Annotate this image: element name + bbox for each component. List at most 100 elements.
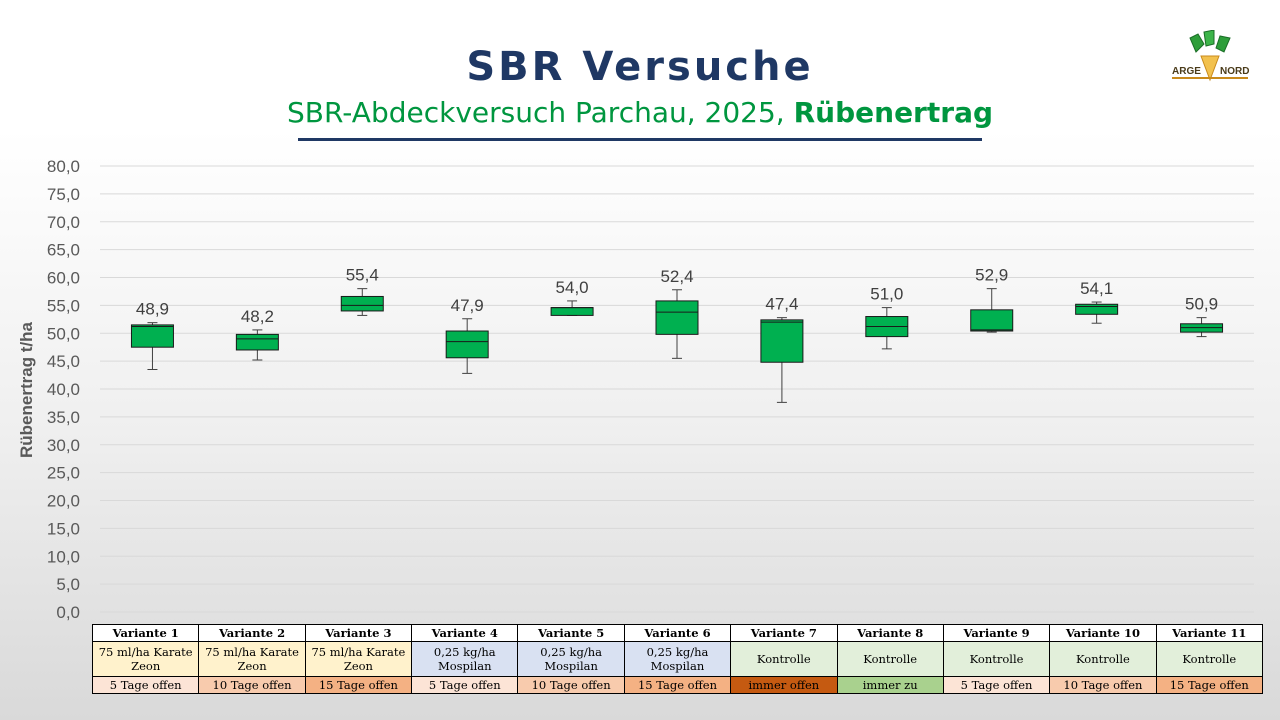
variant-product-cell: Kontrolle [942, 641, 1051, 677]
variant-table: Variante 1 Variante 2 Variante 3 Variante 4… [91, 624, 1263, 694]
slide-subtitle: SBR-Abdeckversuch Parchau, 2025, Rübener… [0, 96, 1280, 129]
box-body [550, 307, 594, 316]
y-tick-label: 45,0 [47, 352, 80, 371]
mean-label: 54,0 [556, 278, 589, 297]
logo-text-left: ARGE [1172, 66, 1201, 77]
variant-header-cell: Variante 7 [730, 624, 838, 642]
mean-label: 48,9 [136, 300, 169, 319]
box-body [1075, 303, 1119, 315]
variant-opening-cell: 10 Tage offen [517, 676, 625, 694]
subtitle-main: SBR-Abdeckversuch Parchau, 2025, [287, 96, 794, 129]
product-line-1: 0,25 kg/ha [540, 645, 602, 659]
product-line-1: 0,25 kg/ha [433, 645, 496, 659]
y-tick-label: 80,0 [47, 157, 80, 176]
box-10: 54,1 [1075, 279, 1119, 324]
variant-product-cell: 0,25 kg/ha Mospilan [411, 641, 519, 677]
y-axis-ticks: 0,0 5,0 10,0 15,0 20,0 25,0 30,0 35,0 40,0 45,0 50… [47, 157, 80, 622]
mean-label: 50,9 [1185, 295, 1218, 314]
y-tick-label: 5,0 [56, 575, 80, 594]
slide-title: SBR Versuche [466, 44, 814, 90]
variant-product-row: 75 ml/ha Karate Zeon 75 ml/ha Karate Zeon 75… [91, 641, 1263, 677]
box-9: 52,9 [970, 266, 1014, 333]
box-8: 51,0 [865, 285, 909, 350]
y-tick-label: 0,0 [56, 603, 80, 622]
variant-header-cell: Variante 5 [517, 624, 625, 642]
subtitle-bold: Rübenertrag [793, 96, 993, 129]
box-body [130, 324, 174, 348]
variant-header-row: Variante 1 Variante 2 Variante 3 Variante 4… [91, 624, 1263, 642]
product-line-1: Kontrolle [863, 652, 918, 666]
variant-product-cell: 75 ml/ha Karate Zeon [198, 641, 306, 677]
mean-label: 52,9 [975, 266, 1008, 285]
box-body [655, 300, 699, 335]
variant-header-cell: Variante 1 [91, 624, 200, 642]
box-body [970, 309, 1014, 332]
title-underline [298, 138, 982, 141]
box-body [445, 330, 489, 359]
variant-product-cell: Kontrolle [1049, 641, 1157, 677]
variant-opening-cell: immer offen [730, 676, 838, 694]
y-tick-label: 20,0 [47, 492, 80, 511]
y-tick-label: 35,0 [47, 408, 80, 427]
variant-product-cell: 75 ml/ha Karate Zeon [304, 641, 413, 677]
variant-opening-cell: 15 Tage offen [304, 676, 413, 694]
variant-opening-cell: 10 Tage offen [198, 676, 306, 694]
product-line-2: Zeon [343, 659, 373, 673]
product-line-1: Kontrolle [1076, 652, 1130, 666]
product-line-1: Kontrolle [969, 652, 1024, 666]
variant-header-cell: Variante 8 [836, 624, 944, 642]
logo-underline [1172, 77, 1248, 79]
logo-leaf-mid [1203, 30, 1215, 47]
variant-opening-cell: 15 Tage offen [1155, 676, 1263, 694]
product-line-2: Zeon [237, 659, 267, 673]
logo-beet [1200, 55, 1220, 82]
variant-product-cell: 75 ml/ha Karate Zeon [91, 641, 200, 677]
logo-leaf-left [1189, 33, 1205, 53]
box-5: 54,0 [550, 278, 594, 316]
variant-header-cell: Variante 2 [198, 624, 306, 642]
y-tick-label: 10,0 [47, 547, 80, 566]
grid-lines [100, 165, 1254, 613]
box-body [235, 333, 279, 351]
product-line-1: Kontrolle [1182, 652, 1237, 666]
box-2: 48,2 [235, 307, 279, 361]
variant-header-cell: Variante 4 [411, 624, 519, 642]
variant-opening-cell: 10 Tage offen [1049, 676, 1157, 694]
variant-header-cell: Variante 9 [942, 624, 1051, 642]
mean-label: 51,0 [870, 285, 903, 304]
box-7: 47,4 [760, 295, 804, 403]
arge-nord-logo: ARGE NORD [1172, 30, 1249, 82]
product-line-1: 0,25 kg/ha [646, 645, 709, 659]
box-series: 48,9 48,2 55,4 47,9 54,0 52,4 47,4 51,0 52,9 54,1… [130, 266, 1224, 403]
product-line-2: Mospilan [544, 659, 598, 673]
y-tick-label: 15,0 [47, 519, 80, 538]
box-1: 48,9 [130, 300, 174, 370]
product-line-1: 75 ml/ha Karate [311, 645, 406, 659]
variant-opening-cell: immer zu [836, 676, 944, 694]
y-tick-label: 70,0 [47, 213, 80, 232]
variant-product-cell: 0,25 kg/ha Mospilan [517, 641, 625, 677]
variant-opening-row: 5 Tage offen 10 Tage offen 15 Tage offen 5 … [91, 676, 1263, 694]
variant-header-cell: Variante 6 [623, 624, 732, 642]
logo-text-right: NORD [1220, 66, 1249, 77]
box-3: 55,4 [340, 266, 384, 316]
box-4: 47,9 [445, 296, 489, 374]
y-axis-label: Rübenertrag t/ha [17, 321, 36, 458]
logo-leaf-right [1215, 35, 1231, 53]
variant-header-cell: Variante 3 [304, 624, 413, 642]
box-body [340, 295, 384, 312]
variant-product-cell: Kontrolle [730, 641, 838, 677]
product-line-2: Mospilan [437, 659, 492, 673]
product-line-1: 75 ml/ha Karate [98, 645, 193, 659]
variant-product-cell: 0,25 kg/ha Mospilan [623, 641, 732, 677]
y-tick-label: 55,0 [47, 296, 80, 315]
variant-opening-cell: 15 Tage offen [623, 676, 732, 694]
variant-product-cell: Kontrolle [836, 641, 944, 677]
y-tick-label: 65,0 [47, 241, 80, 260]
variant-header-cell: Variante 10 [1049, 624, 1157, 642]
product-line-2: Mospilan [650, 659, 705, 673]
variant-opening-cell: 5 Tage offen [411, 676, 519, 694]
y-tick-label: 30,0 [47, 436, 80, 455]
y-tick-label: 75,0 [47, 185, 80, 204]
mean-label: 47,9 [451, 296, 484, 315]
